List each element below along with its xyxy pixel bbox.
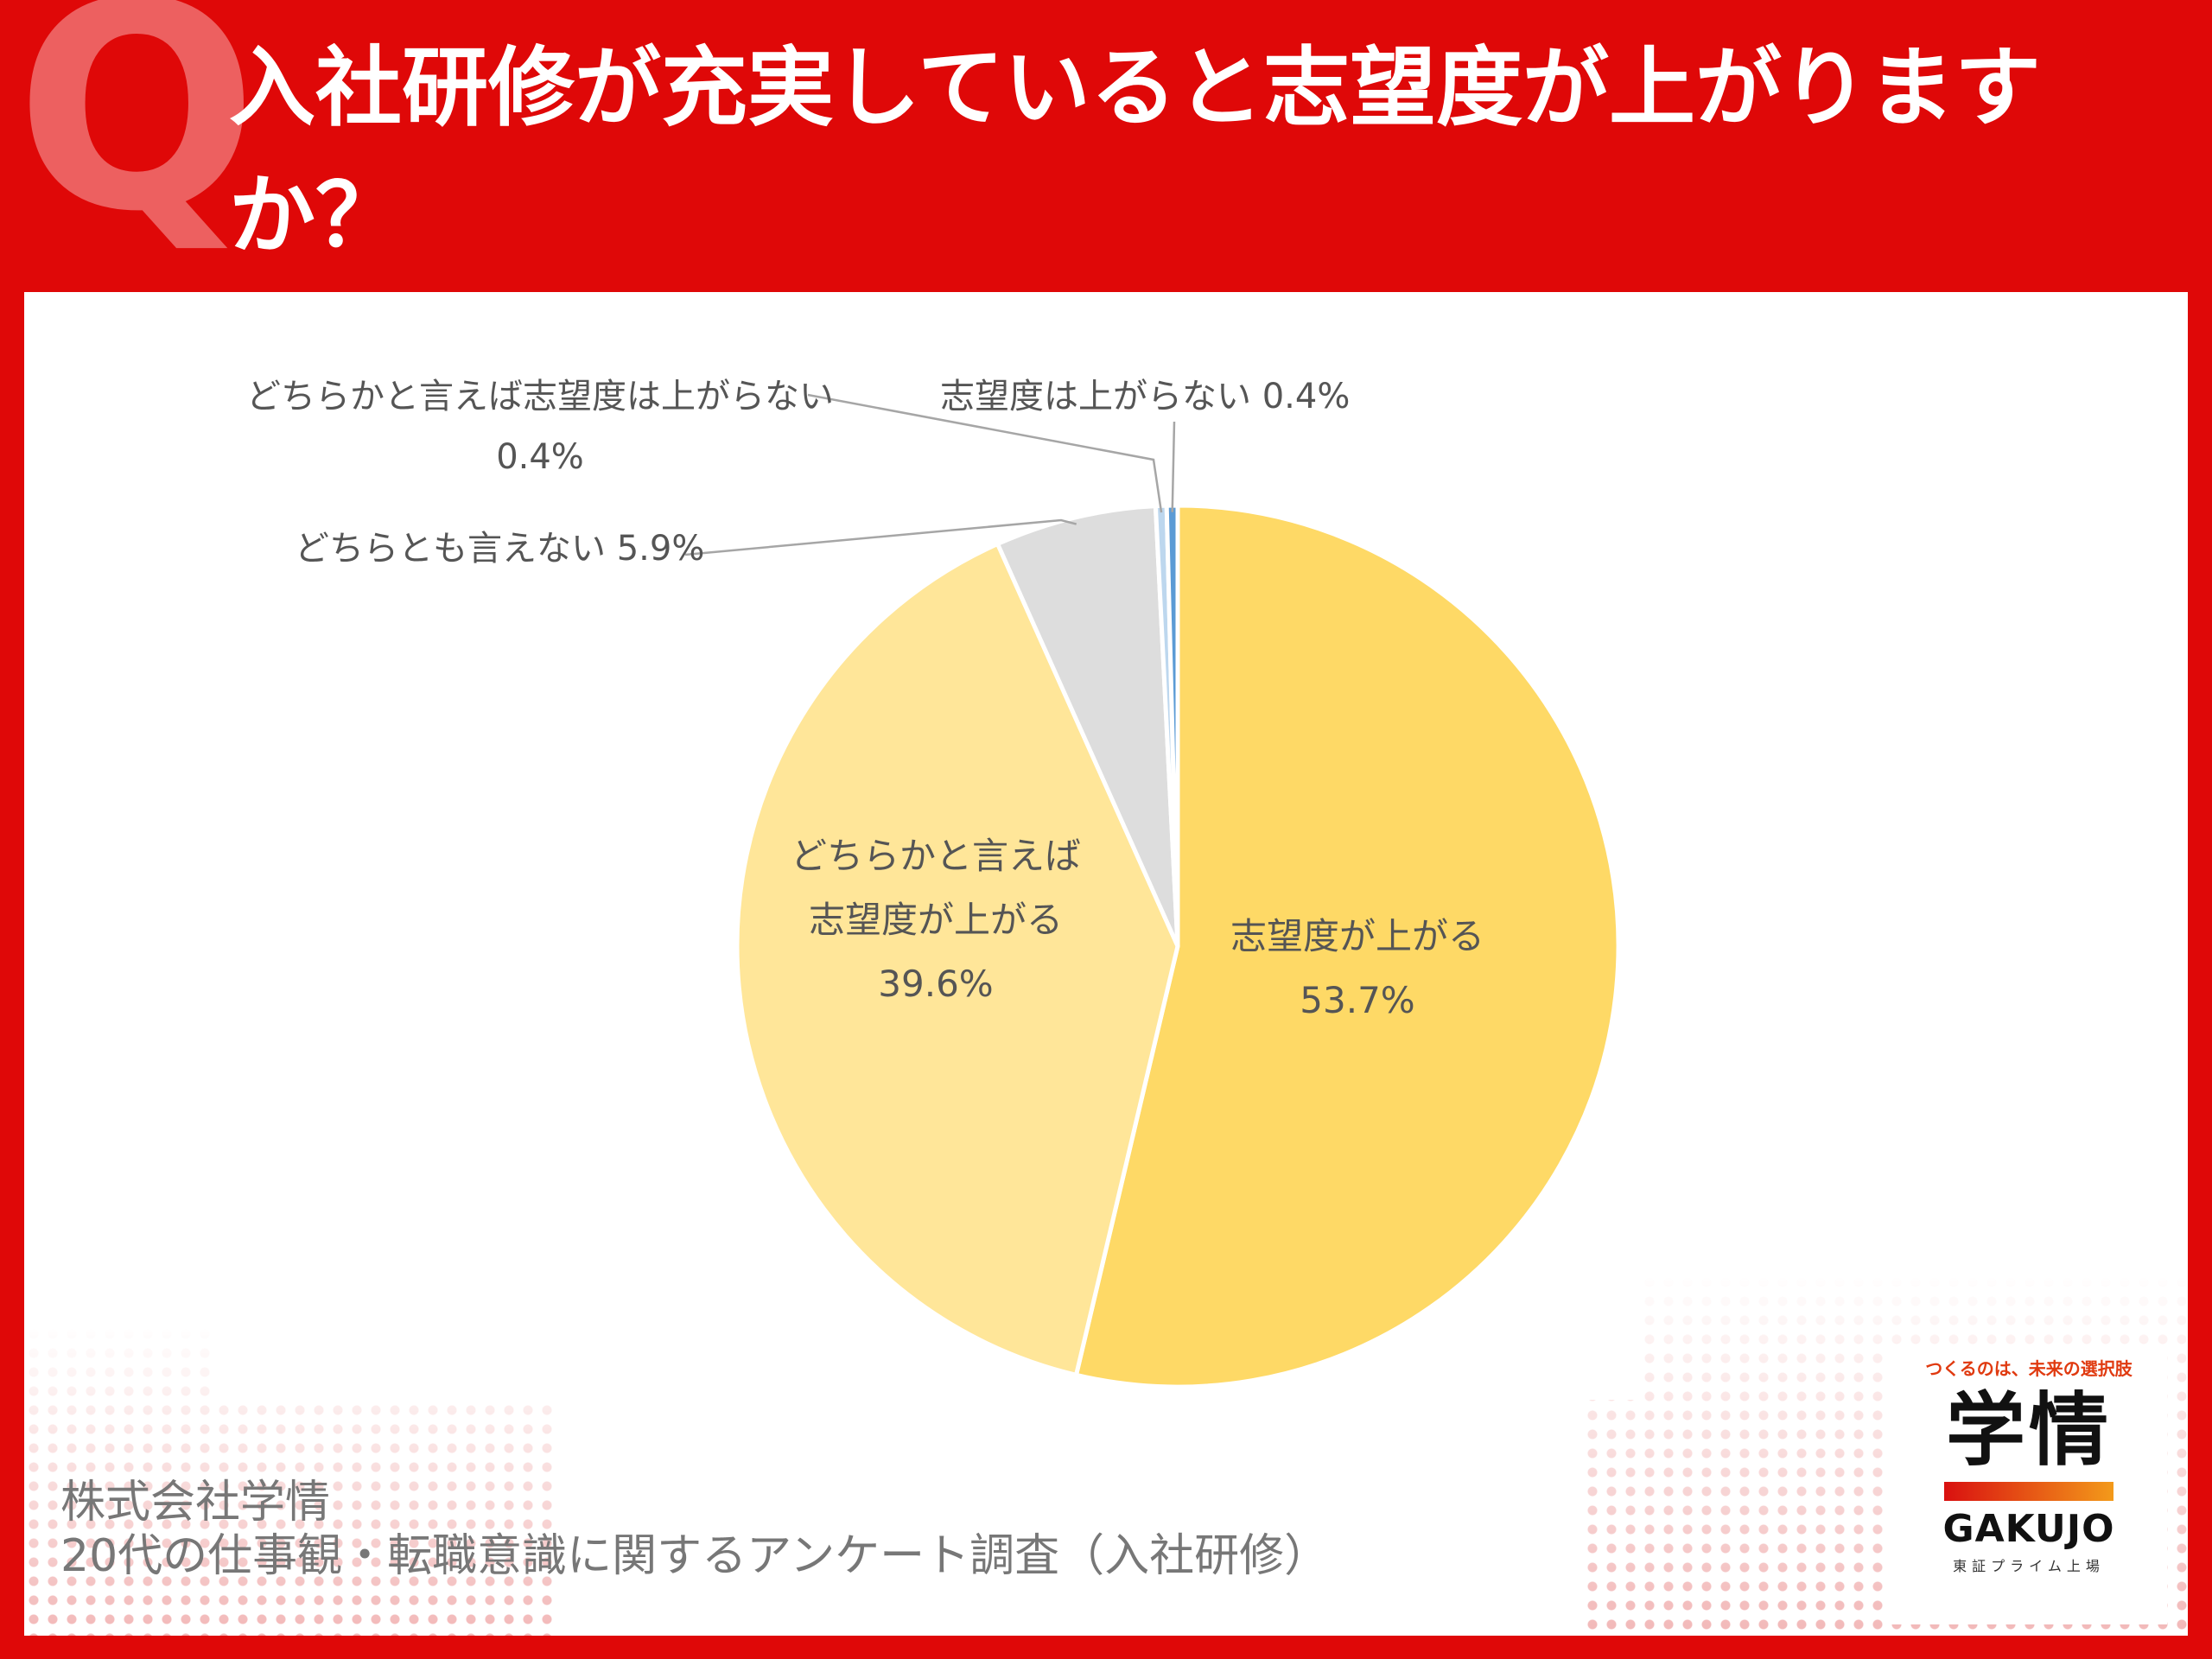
leader-slice-5 [1171, 421, 1176, 512]
leader-slice-4 [807, 393, 1163, 513]
label-slice-3-line-1: どちらとも言えない 5.9% [295, 529, 704, 569]
q-mark: Q [16, 0, 258, 274]
pie-chart: 志望度が上がる53.7%どちらかと言えば志望度が上がる39.6%どちらとも言えな… [246, 377, 1621, 1389]
chart-panel: 志望度が上がる 53.7% どちらかと言えば 志望度が上がる 39.6% どちらとも言えな… [24, 292, 2188, 1636]
label-slice-2-line-2: 志望度が上がる [809, 899, 1063, 941]
logo-subtitle: 東証プライム上場 [1953, 1558, 2105, 1574]
leader-slice-3 [684, 518, 1077, 556]
label-slice-1-line-1: 志望度が上がる [1230, 915, 1484, 957]
label-slice-4-line-1: どちらかと言えば志望度は上がらない [246, 377, 834, 416]
source-note: 株式会社学情 20代の仕事観・転職意識に関するアンケート調査（入社研修） [60, 1476, 1329, 1583]
pie-slice-3 [995, 504, 1180, 948]
label-slice-4-line-2: 0.4% [496, 437, 584, 477]
logo-name: GAKUJO [1942, 1507, 2115, 1551]
label-slice-5-line-1: 志望度は上がらない 0.4% [940, 377, 1350, 416]
source-survey: 20代の仕事観・転職意識に関するアンケート調査（入社研修） [60, 1530, 1330, 1582]
label-slice-2-line-1: どちらかと言えば [791, 835, 1081, 877]
page-title: 入社研修が充実していると志望度が上がりますか？ [229, 37, 2041, 266]
pie-slice-1 [1073, 503, 1621, 1389]
pie-slice-2 [734, 541, 1180, 1378]
logo-tagline: つくるのは、未来の選択肢 [1925, 1358, 2133, 1379]
source-company: 株式会社学情 [60, 1477, 331, 1529]
gakujo-logo: つくるのは、未来の選択肢 学情 GAKUJO 東証プライム上場 [1891, 1348, 2167, 1624]
leader-lines [684, 393, 1176, 556]
pie-slices [734, 503, 1621, 1389]
label-slice-1-line-2: 53.7% [1300, 979, 1414, 1021]
label-slice-2-line-3: 39.6% [878, 963, 993, 1005]
logo-gradient-bar [1944, 1482, 2113, 1501]
slice-labels: 志望度が上がる53.7%どちらかと言えば志望度が上がる39.6%どちらとも言えな… [246, 377, 1484, 1021]
chart-area: 志望度が上がる 53.7% どちらかと言えば 志望度が上がる 39.6% どちらとも言えな… [219, 328, 1644, 1400]
logo-kanji: 学情 [1945, 1384, 2112, 1477]
